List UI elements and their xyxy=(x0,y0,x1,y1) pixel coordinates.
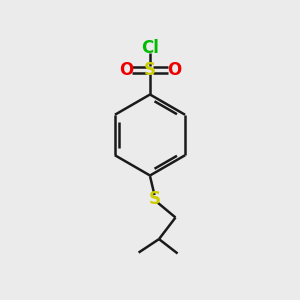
Text: Cl: Cl xyxy=(141,39,159,57)
Text: O: O xyxy=(119,61,133,79)
Text: O: O xyxy=(167,61,181,79)
Text: S: S xyxy=(148,190,160,208)
Text: S: S xyxy=(144,61,156,79)
